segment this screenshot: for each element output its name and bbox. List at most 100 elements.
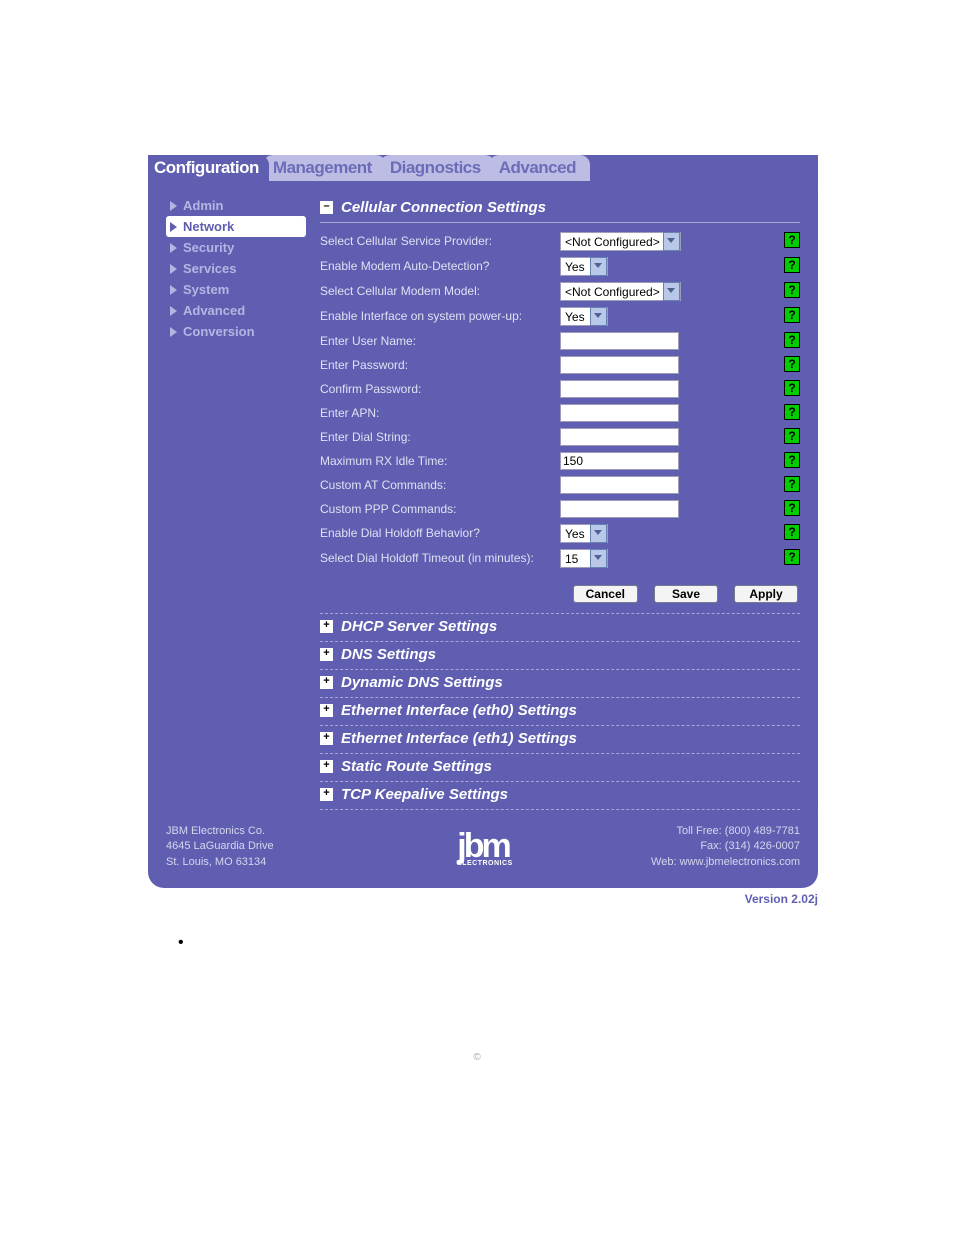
password-input[interactable]	[560, 380, 679, 398]
sidebar-item-conversion[interactable]: Conversion	[166, 321, 306, 342]
chevron-down-icon[interactable]	[590, 549, 607, 568]
form-row: Select Cellular Service Provider:<Not Co…	[320, 229, 800, 254]
sidebar: Admin Network Security Services System A…	[166, 195, 306, 810]
text-input[interactable]	[560, 404, 679, 422]
field-label: Custom PPP Commands:	[320, 500, 560, 516]
select-input[interactable]: Yes	[560, 307, 608, 326]
help-icon[interactable]: ?	[784, 549, 800, 565]
field-label: Enter User Name:	[320, 332, 560, 348]
app-panel: Configuration Management Diagnostics Adv…	[148, 155, 818, 888]
select-value: <Not Configured>	[561, 235, 664, 249]
help-icon[interactable]: ?	[784, 332, 800, 348]
text-input[interactable]	[560, 476, 679, 494]
form-row: Maximum RX Idle Time:?	[320, 449, 800, 473]
text-input[interactable]	[560, 332, 679, 350]
field-input	[560, 500, 720, 518]
text-input[interactable]	[560, 428, 679, 446]
help-icon[interactable]: ?	[784, 452, 800, 468]
select-input[interactable]: <Not Configured>	[560, 232, 681, 251]
help-icon[interactable]: ?	[784, 524, 800, 540]
field-label: Enter Dial String:	[320, 428, 560, 444]
text-input[interactable]	[560, 500, 679, 518]
select-value: Yes	[561, 310, 591, 324]
sidebar-item-admin[interactable]: Admin	[166, 195, 306, 216]
field-label: Maximum RX Idle Time:	[320, 452, 560, 468]
sidebar-label: System	[183, 282, 229, 297]
field-label: Select Dial Holdoff Timeout (in minutes)…	[320, 549, 560, 565]
field-label: Enable Dial Holdoff Behavior?	[320, 524, 560, 540]
chevron-down-icon[interactable]	[663, 282, 680, 301]
help-icon[interactable]: ?	[784, 282, 800, 298]
help-icon[interactable]: ?	[784, 404, 800, 420]
expand-icon: +	[320, 788, 333, 801]
form-row: Enable Interface on system power-up:Yes?	[320, 304, 800, 329]
help-icon[interactable]: ?	[784, 356, 800, 372]
content: – Cellular Connection Settings Select Ce…	[306, 195, 800, 810]
tab-bar: Configuration Management Diagnostics Adv…	[148, 155, 818, 181]
section-head[interactable]: +Ethernet Interface (eth1) Settings	[320, 726, 800, 754]
field-input: Yes	[560, 524, 720, 543]
select-input[interactable]: 15	[560, 549, 608, 568]
select-input[interactable]: Yes	[560, 524, 608, 543]
sidebar-item-network[interactable]: Network	[166, 216, 306, 237]
help-icon[interactable]: ?	[784, 307, 800, 323]
select-input[interactable]: Yes	[560, 257, 608, 276]
form-row: Enter Password:?	[320, 353, 800, 377]
chevron-down-icon[interactable]	[590, 524, 607, 543]
tab-configuration[interactable]: Configuration	[148, 155, 269, 181]
select-value: Yes	[561, 527, 591, 541]
sidebar-item-security[interactable]: Security	[166, 237, 306, 258]
help-icon[interactable]: ?	[784, 257, 800, 273]
text-input[interactable]	[560, 452, 679, 470]
section-head[interactable]: +Static Route Settings	[320, 754, 800, 782]
help-icon[interactable]: ?	[784, 380, 800, 396]
sidebar-item-system[interactable]: System	[166, 279, 306, 300]
arrow-icon	[170, 327, 177, 337]
section-cellular-head[interactable]: – Cellular Connection Settings	[320, 195, 800, 223]
section-head[interactable]: +Dynamic DNS Settings	[320, 670, 800, 698]
field-input: <Not Configured>	[560, 282, 720, 301]
form-row: Custom AT Commands:?	[320, 473, 800, 497]
field-input	[560, 380, 720, 398]
help-icon[interactable]: ?	[784, 500, 800, 516]
password-input[interactable]	[560, 356, 679, 374]
section-head[interactable]: +DHCP Server Settings	[320, 614, 800, 642]
tab-management[interactable]: Management	[263, 155, 386, 181]
sidebar-label: Services	[183, 261, 237, 276]
save-button[interactable]: Save	[654, 585, 718, 603]
tab-advanced[interactable]: Advanced	[489, 155, 590, 181]
form-row: Enable Dial Holdoff Behavior?Yes?	[320, 521, 800, 546]
field-label: Select Cellular Modem Model:	[320, 282, 560, 298]
cancel-button[interactable]: Cancel	[573, 585, 638, 603]
expand-icon: +	[320, 760, 333, 773]
expand-icon: +	[320, 732, 333, 745]
expand-icon: +	[320, 704, 333, 717]
select-value: <Not Configured>	[561, 285, 664, 299]
form-area: Select Cellular Service Provider:<Not Co…	[320, 223, 800, 575]
chevron-down-icon[interactable]	[590, 307, 607, 326]
apply-button[interactable]: Apply	[734, 585, 798, 603]
arrow-icon	[170, 243, 177, 253]
sidebar-item-advanced[interactable]: Advanced	[166, 300, 306, 321]
section-head[interactable]: +TCP Keepalive Settings	[320, 782, 800, 810]
section-head[interactable]: +Ethernet Interface (eth0) Settings	[320, 698, 800, 726]
section-title: Dynamic DNS Settings	[341, 674, 503, 691]
footer: JBM Electronics Co. 4645 LaGuardia Drive…	[148, 818, 818, 880]
field-input	[560, 428, 720, 446]
section-head[interactable]: +DNS Settings	[320, 642, 800, 670]
expand-icon: +	[320, 620, 333, 633]
field-input: Yes	[560, 257, 720, 276]
field-input	[560, 404, 720, 422]
help-icon[interactable]: ?	[784, 428, 800, 444]
select-value: 15	[561, 552, 591, 566]
help-icon[interactable]: ?	[784, 232, 800, 248]
sidebar-item-services[interactable]: Services	[166, 258, 306, 279]
card: Admin Network Security Services System A…	[148, 181, 818, 818]
tab-diagnostics[interactable]: Diagnostics	[380, 155, 495, 181]
chevron-down-icon[interactable]	[590, 257, 607, 276]
select-input[interactable]: <Not Configured>	[560, 282, 681, 301]
chevron-down-icon[interactable]	[663, 232, 680, 251]
copyright: ©	[0, 952, 954, 1063]
arrow-icon	[170, 306, 177, 316]
help-icon[interactable]: ?	[784, 476, 800, 492]
